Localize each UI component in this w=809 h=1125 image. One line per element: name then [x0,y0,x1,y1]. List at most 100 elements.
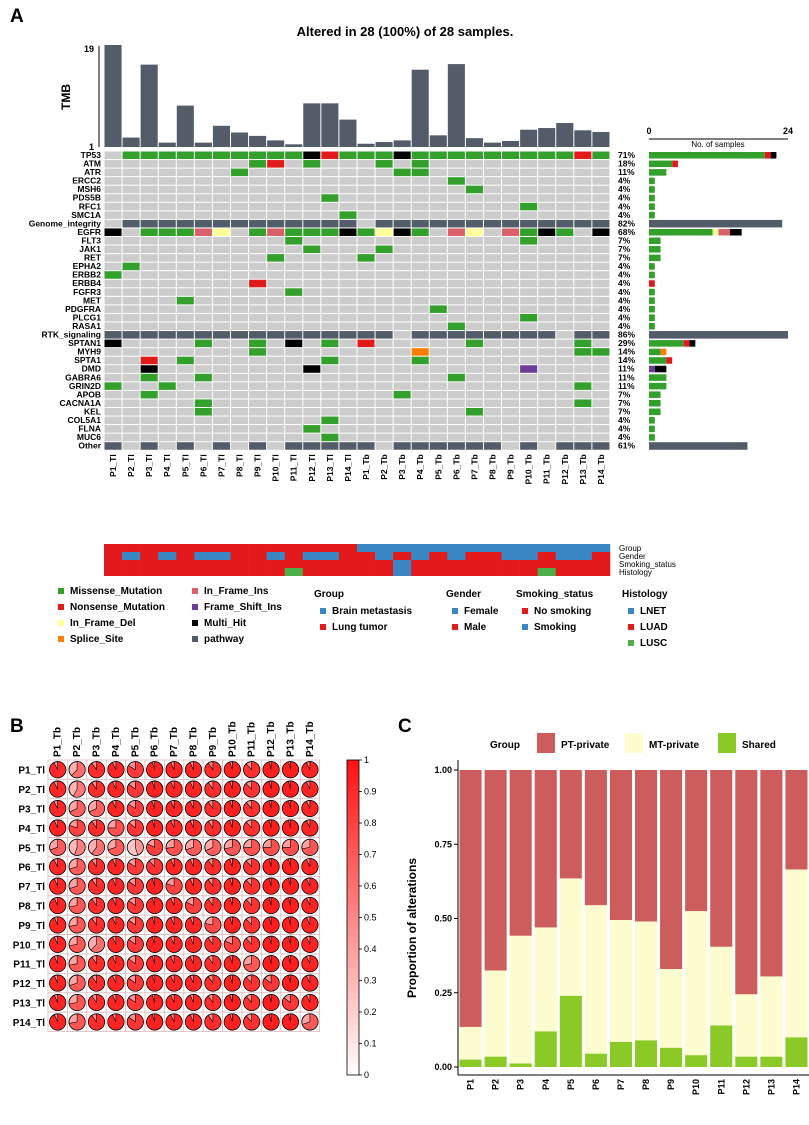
oncoprint-cell [393,356,411,365]
sample-count-segment [649,194,655,202]
oncoprint-cell [339,356,357,365]
oncoprint-cell [104,271,122,279]
annotation-cell [302,552,322,560]
pie-slice [204,994,222,1011]
legend-swatch [58,620,64,626]
oncoprint-cell [520,271,538,279]
oncoprint-cell [249,160,267,168]
oncoprint-cell [393,313,411,322]
oncoprint-cell [267,408,285,416]
oncoprint-cell [122,254,140,262]
oncoprint-cell [393,339,411,348]
stacked-bar-segment [685,770,708,912]
oncoprint-cell [122,202,140,211]
oncoprint-cell [592,211,610,219]
oncoprint-cell [122,339,140,348]
oncoprint-cell [230,339,249,348]
pie-slice [126,800,144,817]
oncoprint-cell [574,331,592,339]
oncoprint-cell [520,262,538,271]
pie-slice [126,761,144,779]
gene-label: GABRA6 [65,372,101,382]
oncoprint-cell [122,168,140,177]
oncoprint-cell [194,442,212,450]
pie-slice [91,838,105,856]
oncoprint-cell [194,322,212,331]
pie-slice [68,1013,86,1031]
pie-slice [146,916,164,934]
pie-slice [71,761,86,779]
colorbar-tick-label: 0.4 [364,944,377,954]
annotation-cell [320,552,340,560]
oncoprint-cell [122,228,140,236]
oncoprint-cell [212,433,230,442]
oncoprint-cell [194,305,212,313]
oncoprint-cell [140,348,158,356]
oncoprint-cell [411,237,429,245]
legend-label: Nonsense_Mutation [70,602,165,613]
pie-slice [146,897,164,914]
oncoprint-cell [375,305,393,313]
oncoprint-cell [393,442,411,450]
annotation-cell [158,544,177,552]
legend-group-title: Histology [622,589,668,600]
oncoprint-cell [574,348,592,356]
oncoprint-cell [465,382,483,390]
oncoprint-cell [465,194,483,202]
oncoprint-cell [339,168,357,177]
sample-count-segment [649,340,684,347]
pie-slice [146,974,164,992]
tmb-bar [483,142,502,147]
pie-slice [165,858,183,876]
pie-slice [301,994,319,1011]
oncoprint-cell [321,219,339,228]
sample-count-segment [649,434,655,441]
oncoprint-cell [321,433,339,442]
oncoprint-cell [212,399,230,407]
oncoprint-cell [212,296,230,305]
oncoprint-cell [104,416,122,425]
oncoprint-cell [339,382,357,390]
annotation-cell [104,544,123,552]
oncoprint-cell [303,339,321,348]
oncoprint-cell [375,390,393,399]
oncoprint-cell [321,408,339,416]
oncoprint-cell [483,211,502,219]
oncoprint-cell [267,211,285,219]
oncoprint-cell [267,160,285,168]
stacked-bar-segment [785,1037,808,1067]
oncoprint-cell [465,228,483,236]
sample-count-segment [649,408,661,416]
stacked-bar-segment [534,770,557,928]
annotation-cell [356,544,376,552]
oncoprint-cell [556,279,574,288]
oncoprint-cell [212,442,230,450]
heatmap-col-label: P4_Tb [111,727,122,757]
oncoprint-cell [520,313,538,322]
oncoprint-cell [556,296,574,305]
oncoprint-cell [303,194,321,202]
oncoprint-cell [502,331,520,339]
sample-count-segment [649,263,655,270]
pie-slice [69,974,86,992]
colorbar-step [347,835,359,843]
annotation-cell [140,560,159,568]
oncoprint-cell [303,408,321,416]
gene-percent: 29% [618,338,635,348]
oncoprint-cell [592,245,610,254]
oncoprint-cell [502,160,520,168]
sample-count-segment [649,357,667,364]
oncoprint-cell [447,339,465,348]
gene-label: JAK1 [79,244,101,254]
pie-slice [204,916,222,934]
stacked-bar-segment [760,1056,783,1067]
oncoprint-cell [483,228,502,236]
oncoprint-cell [538,160,556,168]
annotation-cell [591,568,611,576]
oncoprint-cell [104,296,122,305]
oncoprint-cell [357,202,375,211]
oncoprint-cell [285,425,303,433]
gene-percent: 61% [618,441,635,451]
annotation-cell [266,560,285,568]
legend-label: Lung tumor [332,622,388,633]
